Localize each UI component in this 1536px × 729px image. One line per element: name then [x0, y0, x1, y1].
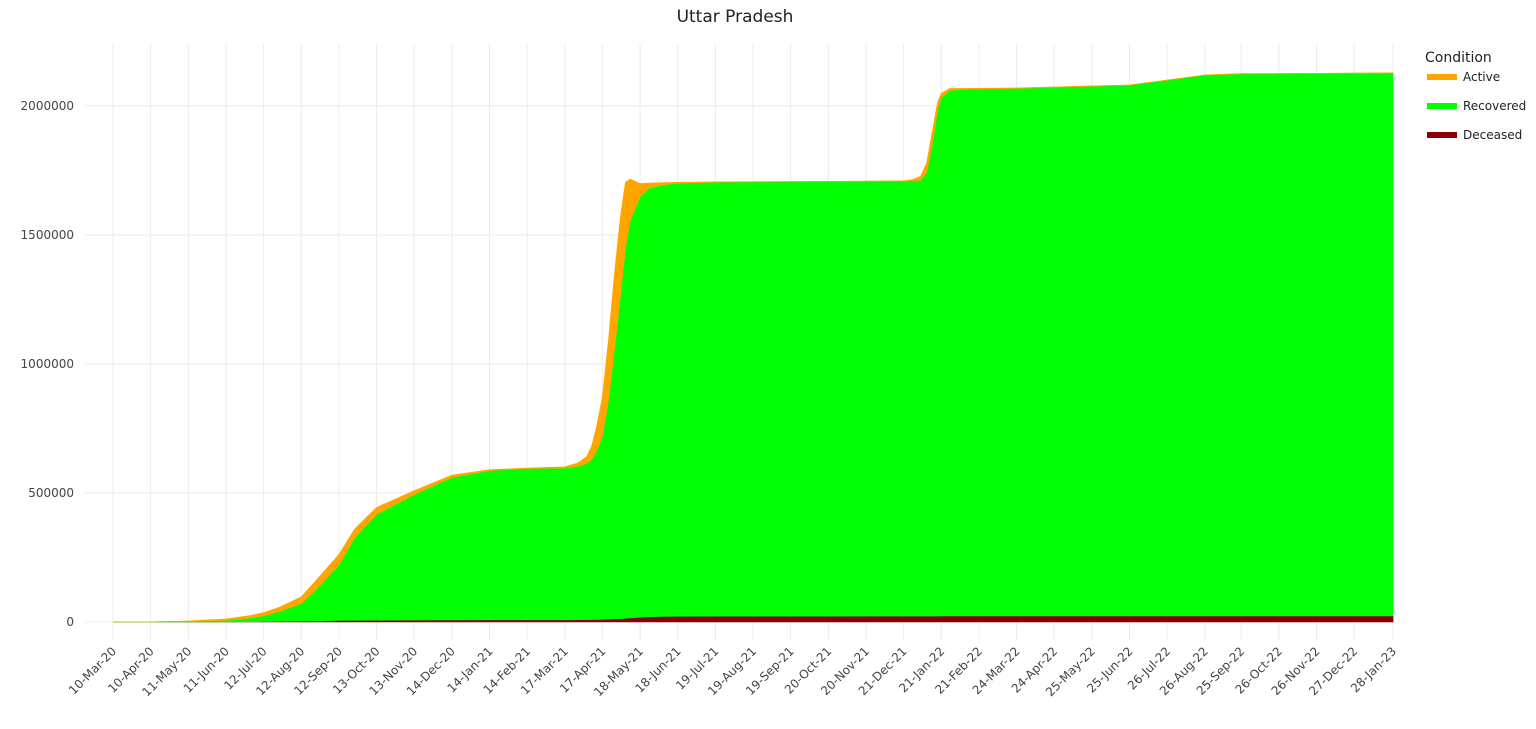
- area-active: [113, 72, 1394, 623]
- legend-label-deceased: Deceased: [1463, 128, 1522, 142]
- x-axis: 10-Mar-2010-Apr-2011-May-2011-Jun-2012-J…: [66, 644, 1399, 699]
- legend-swatch-deceased: [1427, 132, 1457, 138]
- chart-title: Uttar Pradesh: [677, 7, 794, 27]
- legend-label-active: Active: [1463, 70, 1500, 84]
- legend: Condition Active Recovered Deceased: [1425, 50, 1526, 142]
- legend-label-recovered: Recovered: [1463, 99, 1526, 113]
- legend-title: Condition: [1425, 50, 1492, 66]
- y-tick-label: 1500000: [21, 228, 74, 242]
- y-tick-label: 0: [66, 615, 74, 629]
- y-tick-label: 1000000: [21, 357, 74, 371]
- y-tick-label: 500000: [28, 486, 74, 500]
- legend-swatch-active: [1427, 74, 1457, 80]
- y-tick-label: 2000000: [21, 99, 74, 113]
- y-axis: 0 500000 1000000 1500000 2000000: [21, 99, 74, 629]
- stacked-areas: [113, 72, 1394, 623]
- legend-swatch-recovered: [1427, 103, 1457, 109]
